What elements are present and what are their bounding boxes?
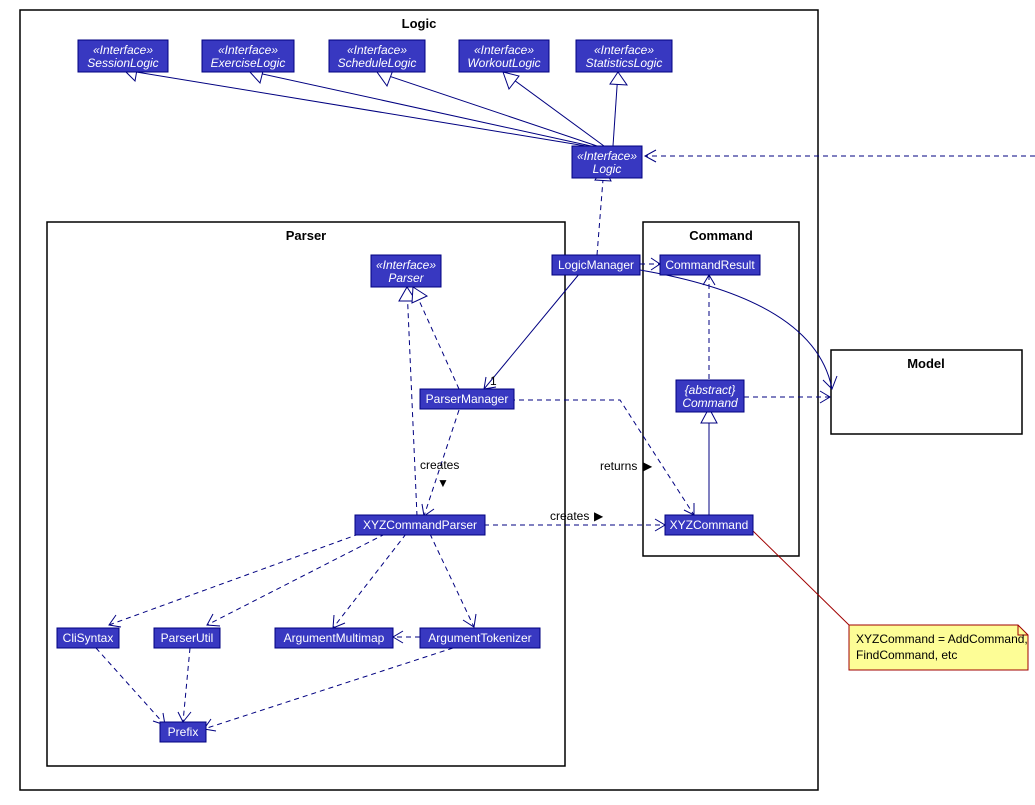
svg-text:ScheduleLogic: ScheduleLogic (338, 56, 417, 70)
node-cli-syntax: CliSyntax (57, 628, 119, 648)
node-xyz-command: XYZCommand (665, 515, 753, 535)
edge-xyzcommand-to-command (701, 408, 717, 515)
edge-clisyntax-to-prefix (96, 648, 165, 725)
edge-command-to-model (744, 391, 830, 403)
edge-parsermanager-to-parseriface (412, 287, 459, 389)
node-exercise-logic: «Interface» ExerciseLogic (202, 40, 294, 72)
edge-logicmanager-to-logic (595, 167, 611, 255)
svg-text:{abstract}: {abstract} (685, 383, 736, 397)
node-argument-tokenizer: ArgumentTokenizer (420, 628, 540, 648)
edge-command-to-commandresult (703, 275, 715, 388)
svg-text:Command: Command (682, 396, 738, 410)
edge-logic-to-schedule (377, 70, 597, 146)
edge-logic-to-statistics (610, 72, 627, 146)
svg-text:«Interface»: «Interface» (577, 149, 637, 163)
svg-text:LogicManager: LogicManager (558, 258, 634, 272)
svg-text:ArgumentTokenizer: ArgumentTokenizer (428, 631, 531, 645)
mult-one: 1 (490, 374, 497, 388)
node-command-result: CommandResult (660, 255, 760, 275)
svg-text:StatisticsLogic: StatisticsLogic (586, 56, 663, 70)
edge-xyzcp-to-clisyntax (109, 534, 359, 627)
node-parser-interface: «Interface» Parser (371, 255, 441, 287)
node-schedule-logic: «Interface» ScheduleLogic (329, 40, 425, 72)
frame-parser-title: Parser (286, 228, 326, 243)
node-prefix: Prefix (160, 722, 206, 742)
edge-external-to-logic (645, 150, 1035, 162)
svg-text:▼: ▼ (437, 476, 449, 490)
edge-xyzcommandparser-to-parseriface (399, 287, 417, 516)
uml-diagram: Logic Parser Command Model (0, 0, 1035, 805)
label-returns: returns (600, 459, 637, 473)
node-statistics-logic: «Interface» StatisticsLogic (576, 40, 672, 72)
svg-text:CliSyntax: CliSyntax (63, 631, 114, 645)
svg-text:ParserUtil: ParserUtil (161, 631, 214, 645)
svg-text:«Interface»: «Interface» (218, 43, 278, 57)
svg-text:Logic: Logic (593, 162, 622, 176)
frame-logic-title: Logic (402, 16, 437, 31)
svg-text:«Interface»: «Interface» (93, 43, 153, 57)
svg-text:CommandResult: CommandResult (665, 258, 755, 272)
edge-argtokenizer-to-argmultimap (393, 631, 420, 643)
svg-text:▶: ▶ (643, 459, 653, 473)
note-link (752, 530, 849, 625)
edge-parsermanager-to-xyzcommand-returns: returns ▶ (510, 400, 694, 515)
node-session-logic: «Interface» SessionLogic (78, 40, 168, 72)
svg-text:«Interface»: «Interface» (376, 258, 436, 272)
edge-parserutil-to-prefix (178, 648, 191, 722)
edge-logic-to-exercise (249, 67, 591, 146)
svg-text:▶: ▶ (594, 509, 604, 523)
edge-xyzcp-to-argtokenizer (430, 534, 476, 627)
svg-text:«Interface»: «Interface» (594, 43, 654, 57)
svg-text:ExerciseLogic: ExerciseLogic (211, 56, 286, 70)
svg-text:XYZCommand = AddCommand,: XYZCommand = AddCommand, (856, 632, 1028, 646)
label-creates2: creates (550, 509, 589, 523)
edge-xyzcp-to-parserutil (207, 534, 385, 626)
node-abstract-command: {abstract} Command (676, 380, 744, 412)
note-xyzcommand: XYZCommand = AddCommand, FindCommand, et… (849, 625, 1028, 670)
node-logic-manager: LogicManager (552, 255, 640, 275)
frame-command-title: Command (689, 228, 753, 243)
edge-xyzcommandparser-to-xyzcommand: creates ▶ (484, 509, 665, 531)
svg-text:«Interface»: «Interface» (347, 43, 407, 57)
node-workout-logic: «Interface» WorkoutLogic (459, 40, 549, 72)
svg-text:ArgumentMultimap: ArgumentMultimap (284, 631, 385, 645)
label-creates1: creates (420, 458, 459, 472)
frame-parser (47, 222, 565, 766)
svg-text:XYZCommandParser: XYZCommandParser (363, 518, 477, 532)
edge-logicmanager-to-model (640, 270, 837, 389)
node-argument-multimap: ArgumentMultimap (275, 628, 393, 648)
node-parser-util: ParserUtil (154, 628, 220, 648)
svg-text:Parser: Parser (388, 271, 424, 285)
frame-model-title: Model (907, 356, 945, 371)
node-logic-interface: «Interface» Logic (572, 146, 642, 178)
svg-text:«Interface»: «Interface» (474, 43, 534, 57)
node-xyz-command-parser: XYZCommandParser (355, 515, 485, 535)
svg-text:FindCommand, etc: FindCommand, etc (856, 648, 957, 662)
svg-text:SessionLogic: SessionLogic (87, 56, 158, 70)
svg-text:WorkoutLogic: WorkoutLogic (467, 56, 540, 70)
svg-text:Prefix: Prefix (168, 725, 199, 739)
node-parser-manager: ParserManager (420, 389, 514, 409)
edge-argtokenizer-to-prefix (204, 648, 453, 731)
svg-text:XYZCommand: XYZCommand (670, 518, 749, 532)
edge-xyzcp-to-argmultimap (333, 534, 406, 628)
edge-parsermanager-to-xyzcommandparser: creates ▼ (420, 410, 459, 516)
svg-text:ParserManager: ParserManager (426, 392, 509, 406)
